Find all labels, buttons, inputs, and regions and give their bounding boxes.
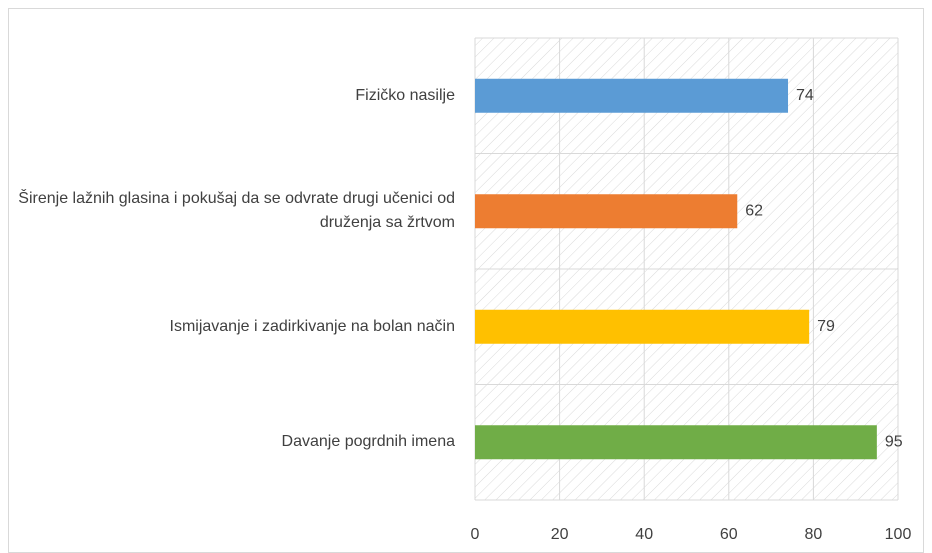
x-tick-label: 100 (885, 526, 912, 543)
y-tick-label: Davanje pogrdnih imena (281, 433, 455, 451)
data-label: 74 (796, 87, 814, 104)
bar (475, 78, 789, 113)
data-label: 62 (745, 202, 763, 219)
x-tick-label: 60 (720, 526, 738, 543)
bar (475, 194, 738, 229)
y-tick-label: Ismijavanje i zadirkivanje na bolan nači… (169, 317, 456, 335)
bar (475, 425, 877, 460)
y-tick-label: Fizičko nasilje (355, 86, 455, 104)
x-tick-label: 20 (551, 526, 569, 543)
x-tick-label: 40 (635, 526, 653, 543)
x-tick-label: 80 (805, 526, 823, 543)
bar (475, 309, 810, 344)
data-label: 79 (817, 318, 835, 335)
y-tick-label: Širenje lažnih glasina i pokušaj da se o… (18, 190, 455, 232)
data-label: 95 (885, 433, 903, 450)
x-tick-label: 0 (471, 526, 480, 543)
